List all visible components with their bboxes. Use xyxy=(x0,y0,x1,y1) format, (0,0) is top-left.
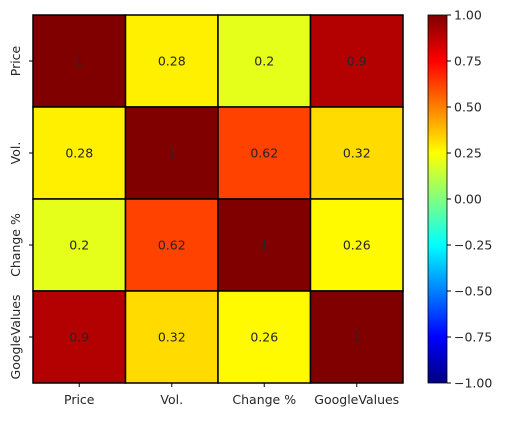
cell-value-label: 0.2 xyxy=(69,238,89,253)
colorbar-tick-label: −0.75 xyxy=(454,330,492,345)
heatmap-cell xyxy=(124,290,219,384)
cell-value-label: 1 xyxy=(260,238,268,253)
cell-value-label: 0.9 xyxy=(347,54,367,69)
cell-value-label: 0.62 xyxy=(250,146,278,161)
colorbar-tick-label: −1.00 xyxy=(454,376,492,391)
y-tick-label: GoogleValues xyxy=(8,295,23,380)
cell-value-label: 0.9 xyxy=(69,330,89,345)
cell-value-label: 1 xyxy=(168,146,176,161)
x-axis-ticks: Price Vol. Change % GoogleValues xyxy=(64,383,399,407)
heatmap-cell xyxy=(217,14,312,108)
colorbar-tick-label: −0.25 xyxy=(454,238,492,253)
heatmap-cell xyxy=(124,198,219,292)
cell-value-label: 0.28 xyxy=(158,54,186,69)
x-tick-label: GoogleValues xyxy=(314,392,399,407)
heatmap-cell xyxy=(124,14,219,108)
colorbar: 1.00 0.75 0.50 0.25 0.00 −0.25 −0.50 −0.75 −1.00 xyxy=(427,8,492,391)
colorbar-tick-label: 0.25 xyxy=(454,146,482,161)
heatmap-cell xyxy=(309,198,404,292)
cell-value-label: 1 xyxy=(75,54,83,69)
cell-value-label: 0.2 xyxy=(254,54,274,69)
y-tick-label: Change % xyxy=(8,213,23,277)
y-axis-ticks: Price Vol. Change % GoogleValues xyxy=(8,45,33,379)
x-tick-label: Change % xyxy=(232,392,296,407)
heatmap-cell xyxy=(309,290,404,384)
heatmap-cell xyxy=(309,106,404,200)
cell-value-label: 1 xyxy=(353,330,361,345)
colorbar-gradient xyxy=(428,15,447,383)
cell-value-label: 0.32 xyxy=(343,146,371,161)
cell-value-label: 0.32 xyxy=(158,330,186,345)
y-tick-label: Vol. xyxy=(8,142,23,165)
cell-value-label: 0.26 xyxy=(343,238,371,253)
cell-value-label: 0.26 xyxy=(250,330,278,345)
colorbar-tick-label: 0.75 xyxy=(454,54,482,69)
cell-value-label: 0.28 xyxy=(65,146,93,161)
colorbar-tick-label: 1.00 xyxy=(454,8,482,23)
y-tick-label: Price xyxy=(8,45,23,76)
heatmap-cell xyxy=(124,106,219,200)
x-tick-label: Vol. xyxy=(160,392,183,407)
colorbar-tick-label: −0.50 xyxy=(454,284,492,299)
cell-value-label: 0.62 xyxy=(158,238,186,253)
heatmap-annotations: 1 0.28 0.2 0.9 0.28 1 0.62 0.32 0.2 0.62 1 0.26 0.9 0… xyxy=(65,54,370,345)
heatmap-cell xyxy=(309,14,404,108)
heatmap-cells xyxy=(32,14,404,384)
heatmap-cell xyxy=(32,14,127,108)
x-tick-label: Price xyxy=(64,392,95,407)
colorbar-tick-label: 0.50 xyxy=(454,100,482,115)
colorbar-tick-label: 0.00 xyxy=(454,192,482,207)
